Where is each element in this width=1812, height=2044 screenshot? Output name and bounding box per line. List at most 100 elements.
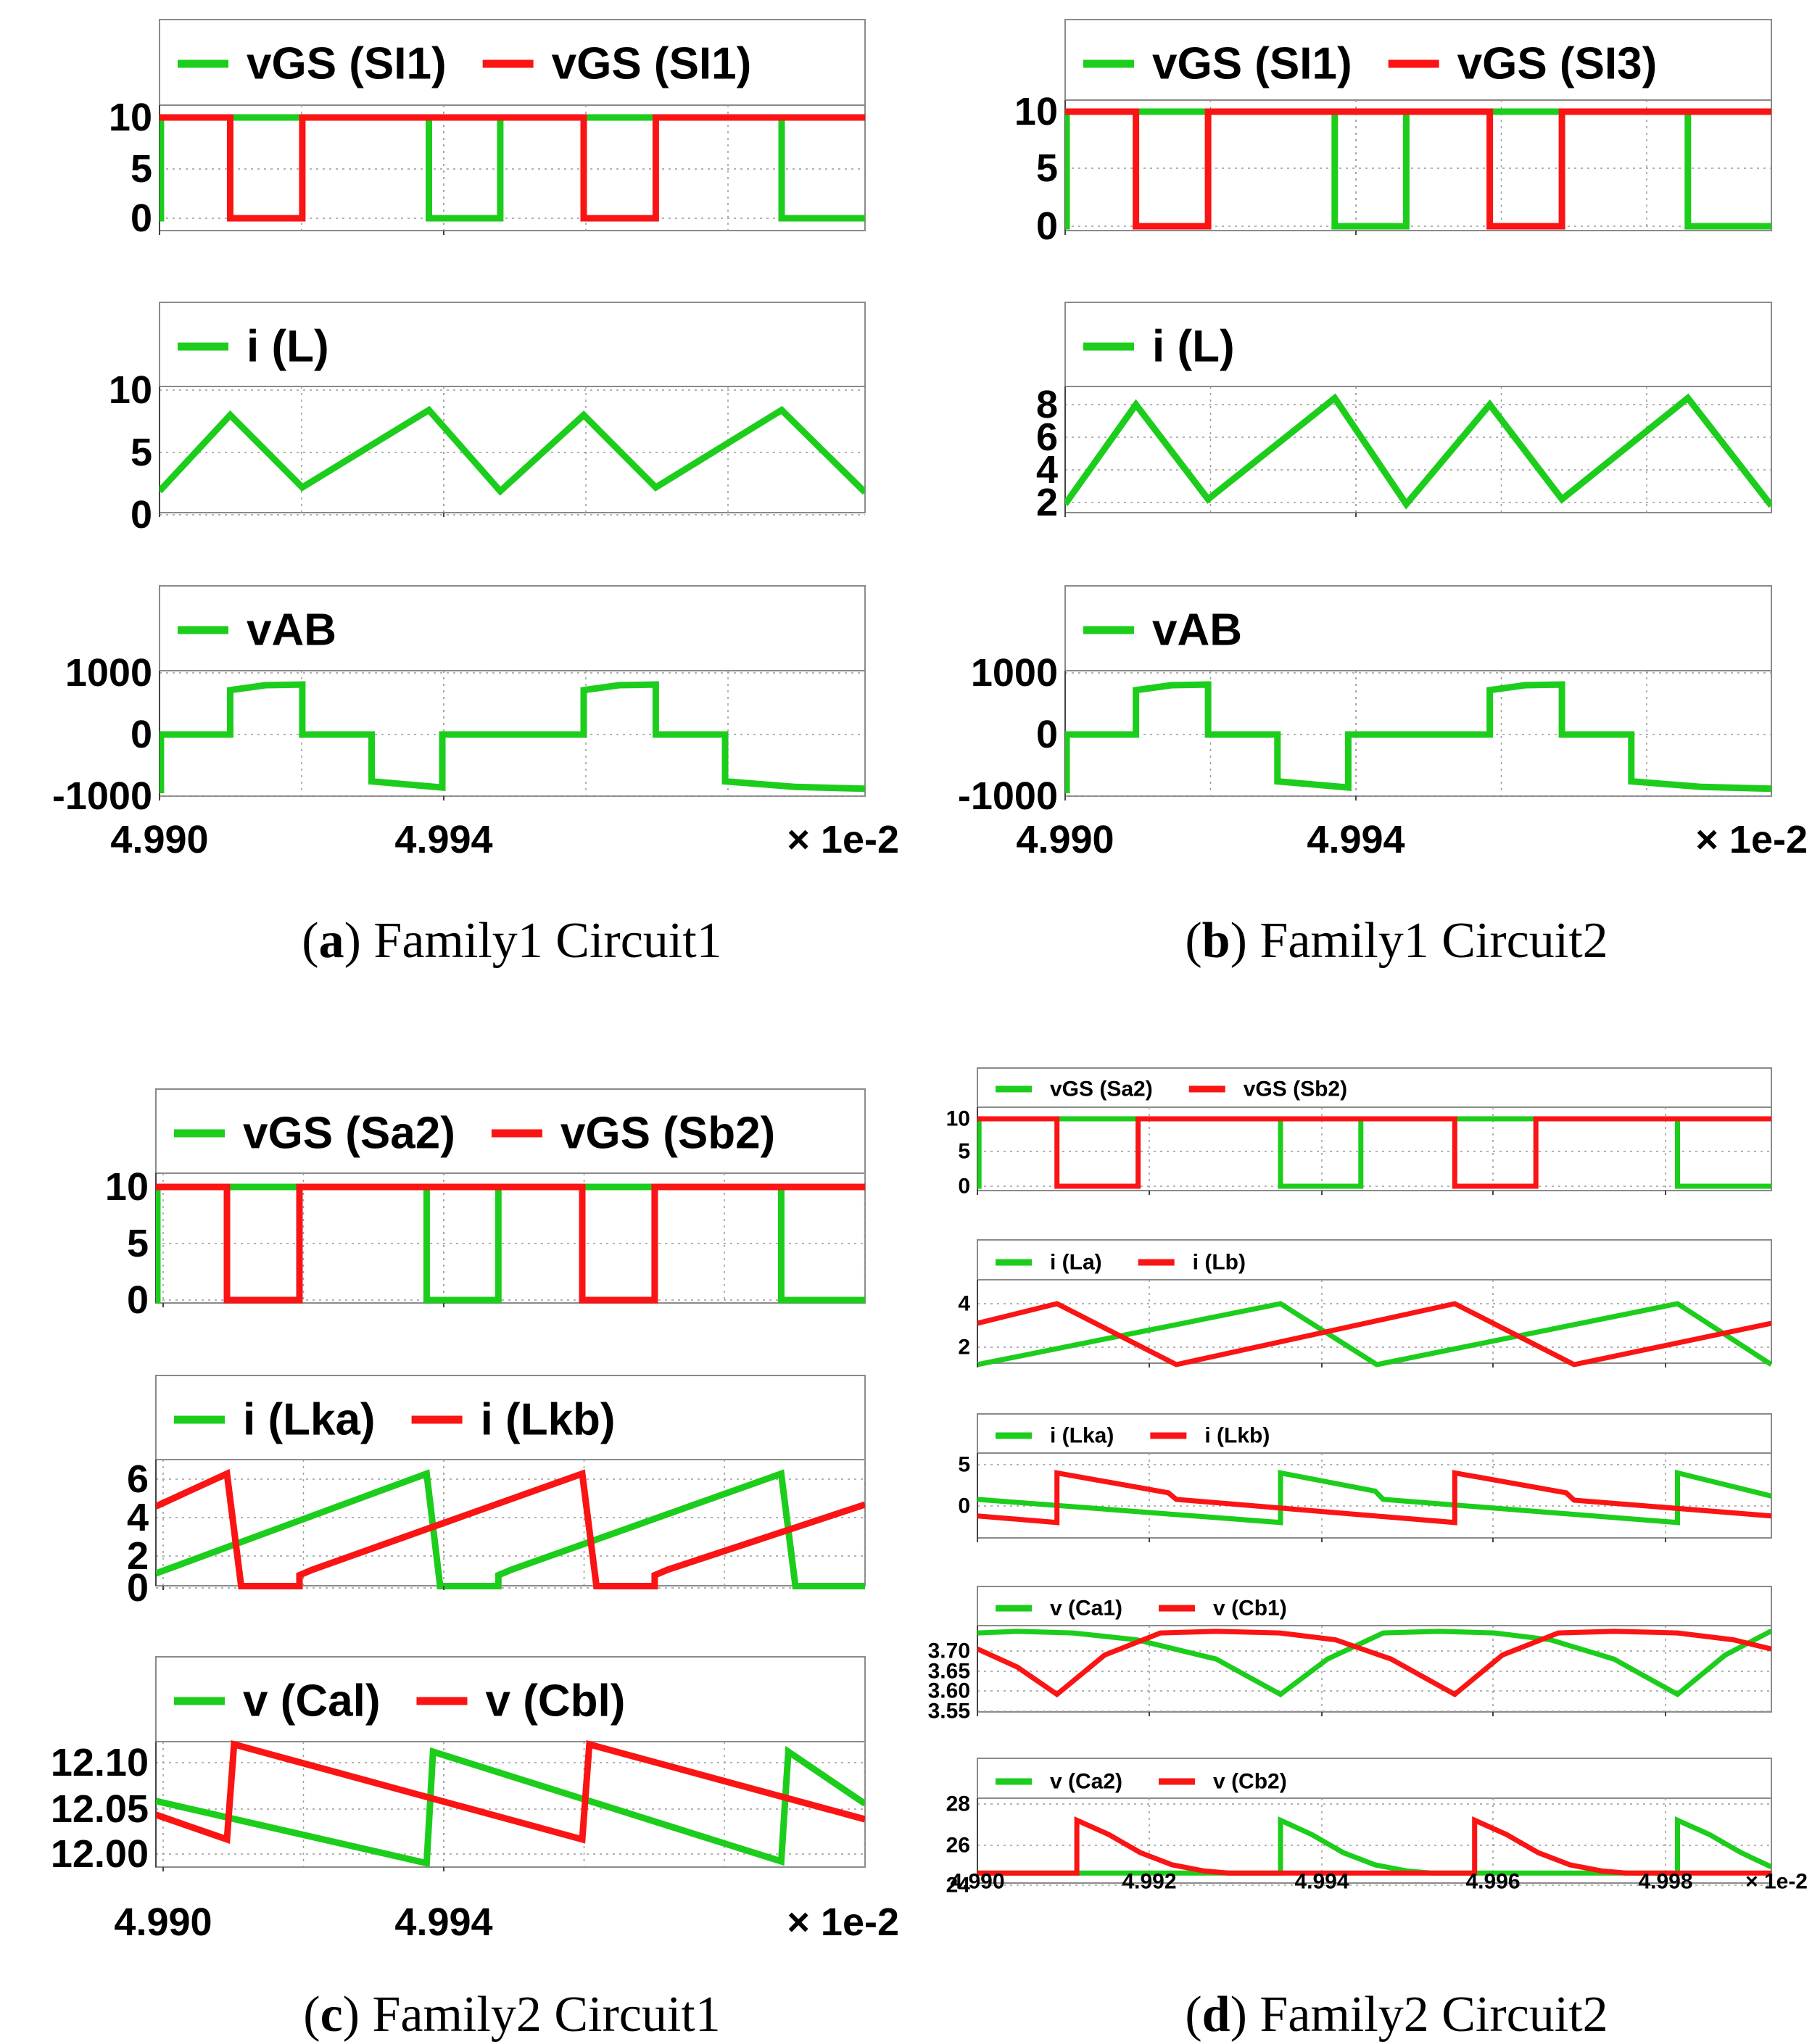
subplot-a-3: 1000 0 -1000 vAB — [52, 585, 866, 818]
plot-frame — [1064, 19, 1772, 231]
plot-frame — [977, 1067, 1772, 1191]
series-line-green — [977, 1116, 1771, 1189]
subplot-a-2: 10 5 0 i (L) — [109, 302, 866, 537]
y-tick-label: 12.00 — [51, 1832, 149, 1876]
legend-label: vGS (SI3) — [1457, 39, 1658, 89]
y-tick-label: 24 — [946, 1874, 971, 1898]
subplot-a-1: 10 5 0 vGS (SI1) vGS (SI1) — [109, 19, 866, 240]
caption-letter: c — [320, 1987, 343, 2043]
subplot-b-1: 10 5 0 vGS (SI1) vGS (SI3) — [1014, 19, 1772, 248]
legend-label: v (Cbl) — [485, 1676, 625, 1726]
plot-frame — [159, 19, 866, 231]
y-tick-label: 4 — [1036, 448, 1058, 492]
y-tick-label: 10 — [1014, 90, 1058, 133]
series-line-green — [160, 681, 865, 793]
panel-caption: (a) Family1 Circuit1 — [302, 913, 721, 969]
x-axis-multiplier: × 1e-2 — [1695, 818, 1808, 861]
legend-label: v (Cb1) — [1213, 1597, 1287, 1621]
plot-frame — [155, 1088, 866, 1304]
series-line-red — [977, 1629, 1771, 1698]
x-tick-label: 4.990 — [114, 1900, 212, 1944]
y-tick-label: 0 — [958, 1175, 970, 1199]
subplot-d-5: 28 26 24 v (Ca2) v (Cb2) — [946, 1758, 1772, 1898]
x-axis-multiplier: × 1e-2 — [1745, 1870, 1808, 1894]
series-line-green — [1065, 108, 1771, 230]
panel-caption: (d) Family2 Circuit2 — [1185, 1987, 1608, 2043]
series-line-green — [977, 1629, 1771, 1698]
y-tick-label: 3.55 — [928, 1700, 970, 1724]
caption-open-paren: ( — [1185, 913, 1201, 969]
y-tick-label: 0 — [958, 1494, 970, 1518]
plot-frame — [1064, 302, 1772, 513]
legend-label: i (Lka) — [243, 1395, 376, 1445]
y-tick-label: 5 — [131, 147, 152, 191]
caption-text: Family1 Circuit1 — [373, 913, 721, 969]
series-line-red — [977, 1470, 1771, 1526]
y-tick-label: 5 — [958, 1453, 970, 1477]
caption-close-paren: ) — [1230, 1987, 1260, 2043]
x-tick-label: 4.994 — [1307, 818, 1404, 861]
series-line-red — [977, 1301, 1771, 1368]
series-line-green — [1065, 393, 1771, 510]
y-tick-label: 3.60 — [928, 1679, 970, 1703]
x-axis-multiplier: × 1e-2 — [787, 818, 899, 861]
panel-caption: (c) Family2 Circuit1 — [303, 1987, 720, 2043]
y-tick-label: 2 — [127, 1534, 149, 1578]
legend-label: i (Lkb) — [1204, 1424, 1270, 1448]
y-tick-label: -1000 — [958, 774, 1058, 818]
legend-label: vGS (Sb2) — [1244, 1077, 1347, 1101]
legend-label: i (Lka) — [1050, 1424, 1114, 1448]
y-tick-label: 10 — [109, 368, 152, 412]
caption-open-paren: ( — [303, 1987, 320, 2043]
panel-a: 10 5 0 vGS (SI1) vGS (SI1) 10 5 0 i (L) 1000 0 -100… — [52, 19, 899, 969]
plot-frame — [1064, 585, 1772, 797]
plot-frame — [159, 585, 866, 797]
series-line-red — [156, 1740, 865, 1844]
y-tick-label: 28 — [946, 1792, 970, 1816]
series-line-green — [156, 1183, 865, 1304]
caption-letter: d — [1202, 1987, 1230, 2043]
x-tick-label: 4.994 — [1294, 1870, 1349, 1894]
series-line-green — [977, 1301, 1771, 1368]
y-tick-label: 0 — [131, 493, 152, 537]
subplot-b-3: 1000 0 -1000 vAB — [958, 585, 1772, 818]
y-tick-label: 12.10 — [51, 1741, 149, 1784]
x-tick-label: 4.990 — [110, 818, 208, 861]
y-tick-label: 3.65 — [928, 1660, 970, 1684]
y-tick-label: 3.70 — [928, 1639, 970, 1663]
panel-d: 10 5 0 vGS (Sa2) vGS (Sb2) 4 2 i (La) i (Lb) 5 0 i … — [928, 1067, 1808, 2043]
y-tick-label: 8 — [1036, 383, 1058, 426]
series-line-red — [977, 1816, 1771, 1876]
caption-close-paren: ) — [1230, 913, 1260, 969]
y-tick-label: 10 — [109, 96, 152, 139]
legend-label: vAB — [247, 605, 336, 655]
series-line-red — [160, 114, 865, 222]
y-tick-label: -1000 — [52, 774, 152, 818]
legend-label: v (Ca2) — [1050, 1770, 1122, 1794]
legend-label: vGS (Sa2) — [243, 1109, 455, 1159]
subplot-d-4: 3.703.653.603.55 v (Ca1) v (Cb1) — [928, 1586, 1772, 1724]
legend-label: v (Cal) — [243, 1676, 380, 1726]
caption-letter: b — [1202, 913, 1230, 969]
legend-label: vGS (Sa2) — [1050, 1077, 1153, 1101]
legend-label: vGS (SI1) — [1152, 39, 1352, 89]
panel-caption: (b) Family1 Circuit2 — [1185, 913, 1608, 969]
series-line-red — [977, 1116, 1771, 1189]
y-tick-label: 0 — [131, 713, 152, 756]
y-tick-label: 4 — [958, 1292, 970, 1316]
subplot-d-2: 4 2 i (La) i (Lb) — [958, 1239, 1772, 1368]
y-tick-label: 10 — [946, 1107, 970, 1131]
y-tick-label: 6 — [127, 1457, 149, 1501]
legend-label: v (Cb2) — [1213, 1770, 1287, 1794]
plot-frame — [155, 1656, 866, 1868]
legend-label: i (L) — [247, 322, 329, 372]
caption-text: Family2 Circuit1 — [372, 1987, 720, 2043]
x-tick-label: 4.998 — [1638, 1870, 1692, 1894]
series-line-green — [156, 1745, 865, 1868]
series-line-green — [1065, 681, 1771, 793]
legend-label: i (L) — [1152, 322, 1235, 372]
